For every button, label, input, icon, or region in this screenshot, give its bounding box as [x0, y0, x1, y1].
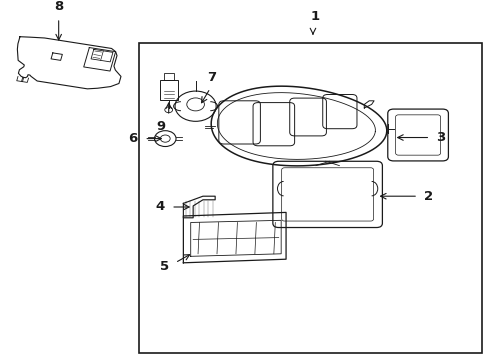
- Text: 7: 7: [206, 71, 215, 84]
- Bar: [160, 80, 177, 100]
- Text: 4: 4: [155, 201, 164, 213]
- Text: 2: 2: [424, 190, 433, 203]
- Bar: [139, 43, 481, 353]
- Text: 3: 3: [435, 131, 445, 144]
- Text: 6: 6: [127, 132, 137, 145]
- Text: 5: 5: [159, 260, 168, 273]
- Bar: [163, 73, 173, 80]
- Text: 8: 8: [54, 0, 63, 13]
- Text: 9: 9: [157, 120, 165, 132]
- Text: 1: 1: [310, 10, 319, 23]
